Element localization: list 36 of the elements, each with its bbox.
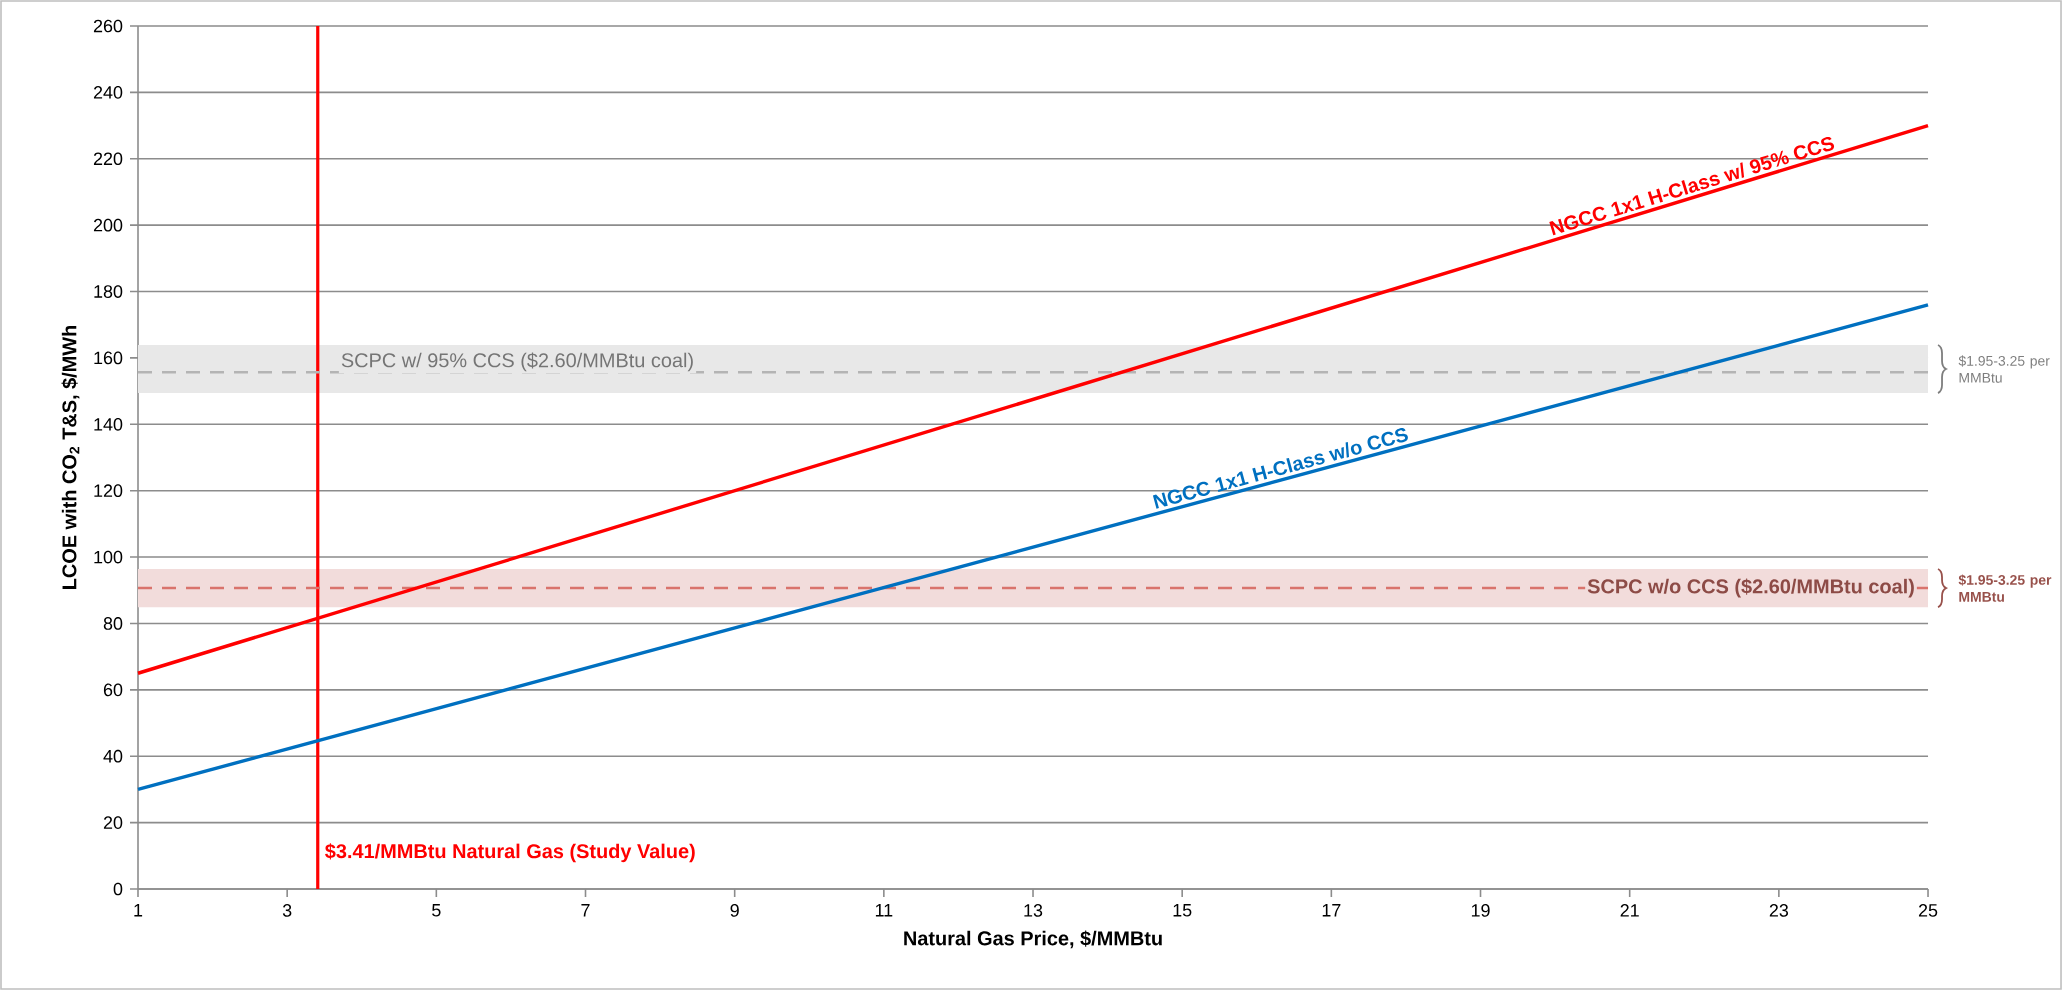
x-tick-label: 25 [1918,904,1938,917]
y-tick-label: 120 [94,484,123,498]
band-label: $1.95-3.25 per MMBtu [1958,355,2050,383]
y-tick-label: 60 [103,683,123,697]
x-tick-label: 19 [1471,904,1490,917]
ref-line-label: $3.41/MMBtu Natural Gas (Study Value) [325,843,695,863]
x-tick-label: 7 [581,904,590,917]
y-tick-label: 140 [94,417,123,431]
y-tick-label: 220 [93,152,123,166]
y-tick-label: 260 [93,19,123,33]
y-tick-label: 180 [94,285,123,298]
ref-line-label: SCPC w/o CCS ($2.60/MMBtu coal) [1587,578,1914,598]
text: NGCC 1x1 H-Class w/ 95% CCS [1549,136,1835,236]
band-label: $1.95-3.25 per MMBtu [1958,574,2052,602]
x-axis-title: Natural Gas Price, $/MMBtu [904,930,1162,949]
x-tick-label: 21 [1620,904,1639,917]
y-tick-label: 100 [94,550,123,564]
x-tick-label: 11 [875,904,893,917]
x-tick-label: 3 [282,904,292,917]
y-tick-label: 40 [103,749,123,763]
text: NGCC 1x1 H-Class w/o CCS [1152,428,1408,509]
y-tick-label: 200 [93,218,123,232]
y-tick-label: 80 [103,617,123,630]
y-tick-label: 20 [103,816,123,829]
x-tick-label: 17 [1322,904,1341,917]
y-tick-label: 160 [94,351,123,365]
x-tick-label: 5 [432,904,441,917]
y-axis-title: LCOE with CO$_{2}$ T&S, $/MWh [61,325,80,589]
x-tick-label: 9 [730,904,739,917]
x-tick-label: 23 [1769,904,1789,917]
y-tick-label: 0 [113,882,123,896]
x-tick-label: 13 [1024,904,1043,917]
y-tick-label: 240 [93,86,123,99]
x-tick-label: 15 [1173,904,1192,917]
ref-line-label: SCPC w/ 95% CCS ($2.60/MMBtu coal) [341,352,693,372]
x-tick-label: 1 [134,904,143,917]
